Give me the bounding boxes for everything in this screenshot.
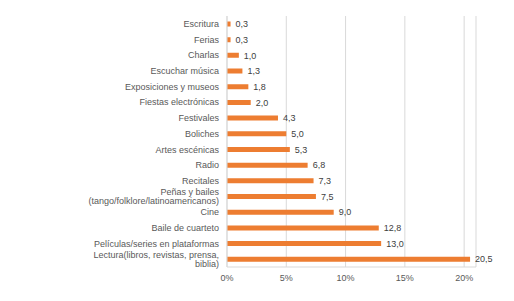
svg-text:13,0: 13,0 bbox=[386, 239, 404, 249]
svg-text:1,0: 1,0 bbox=[244, 51, 257, 61]
svg-text:12,8: 12,8 bbox=[384, 223, 402, 233]
svg-text:4,3: 4,3 bbox=[283, 113, 296, 123]
svg-text:6,8: 6,8 bbox=[313, 160, 326, 170]
svg-text:0,3: 0,3 bbox=[236, 35, 249, 45]
svg-text:2,0: 2,0 bbox=[256, 98, 269, 108]
svg-text:Escuchar música: Escuchar música bbox=[150, 66, 219, 76]
svg-text:Lectura(libros, revistas, pren: Lectura(libros, revistas, prensa,biblia) bbox=[93, 250, 219, 269]
svg-text:7,3: 7,3 bbox=[319, 176, 332, 186]
svg-text:Peñas y bailes(tango/folklore/: Peñas y bailes(tango/folklore/latinoamer… bbox=[88, 187, 219, 206]
svg-text:Fiestas electrónicas: Fiestas electrónicas bbox=[139, 97, 219, 107]
svg-text:0%: 0% bbox=[220, 273, 233, 283]
svg-text:0,3: 0,3 bbox=[236, 19, 249, 29]
svg-text:Cine: Cine bbox=[200, 207, 219, 217]
svg-text:5,0: 5,0 bbox=[291, 129, 304, 139]
svg-text:Escritura: Escritura bbox=[183, 19, 219, 29]
svg-text:10%: 10% bbox=[337, 273, 355, 283]
svg-text:9,0: 9,0 bbox=[339, 207, 352, 217]
svg-text:1,3: 1,3 bbox=[247, 66, 260, 76]
svg-text:Boliches: Boliches bbox=[185, 129, 220, 139]
svg-text:Exposiciones y museos: Exposiciones y museos bbox=[125, 82, 220, 92]
svg-text:Ferias: Ferias bbox=[194, 35, 220, 45]
svg-text:7,5: 7,5 bbox=[321, 192, 334, 202]
svg-text:5,3: 5,3 bbox=[295, 145, 308, 155]
svg-text:20%: 20% bbox=[455, 273, 473, 283]
svg-text:Festivales: Festivales bbox=[178, 113, 219, 123]
svg-text:15%: 15% bbox=[396, 273, 414, 283]
svg-text:Películas/series en plataforma: Películas/series en plataformas bbox=[94, 239, 220, 249]
svg-text:Charlas: Charlas bbox=[188, 50, 220, 60]
svg-text:1,8: 1,8 bbox=[253, 82, 266, 92]
svg-text:Radio: Radio bbox=[195, 160, 219, 170]
svg-text:Artes escénicas: Artes escénicas bbox=[155, 145, 219, 155]
svg-text:Recitales: Recitales bbox=[182, 176, 220, 186]
svg-text:20,5: 20,5 bbox=[475, 254, 493, 264]
svg-text:Baile de cuarteto: Baile de cuarteto bbox=[151, 223, 219, 233]
svg-text:5%: 5% bbox=[280, 273, 293, 283]
